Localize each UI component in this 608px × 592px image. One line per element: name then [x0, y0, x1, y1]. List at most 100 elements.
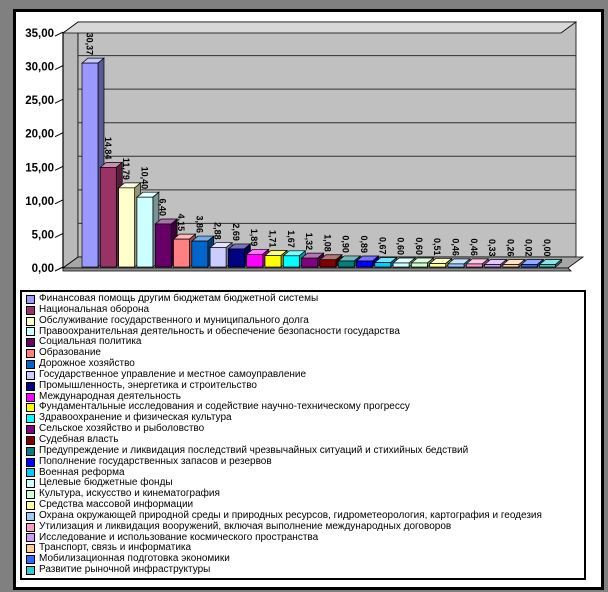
legend-label: Судебная власть: [39, 433, 119, 445]
bar: [502, 264, 520, 268]
legend-label: Правоохранительная деятельность и обеспе…: [39, 325, 400, 337]
bar: [173, 238, 190, 268]
bar: [411, 262, 428, 268]
bar: [356, 260, 373, 268]
legend-label: Международная деятельность: [39, 390, 181, 402]
y-axis-label: 20,00: [25, 129, 54, 141]
legend-swatch: [26, 544, 35, 554]
value-label: 0,00: [542, 239, 552, 257]
legend-label: Образование: [39, 347, 101, 359]
bar: [447, 263, 465, 268]
legend-label: Предупреждение и ликвидация последствий …: [39, 444, 469, 456]
bar-chart-plot[interactable]: 35,00 30,00 25,00 20,00 15,00 10,00 5,00 0,00 30…: [16, 12, 598, 288]
value-label: 0,90: [341, 235, 351, 253]
bar: [539, 264, 556, 268]
bar: [81, 62, 99, 268]
value-label: 6,40: [158, 198, 168, 216]
bar: [520, 264, 538, 268]
legend-label: Финансовая помощь другим бюджетам бюджет…: [39, 293, 319, 304]
value-label: 2,69: [231, 223, 241, 241]
value-label: 0,33: [487, 239, 497, 257]
bar: [301, 257, 318, 268]
legend-item: Пополнение государственных запасов и рез…: [24, 456, 584, 468]
bar: [392, 262, 410, 268]
chart-frame: 35,00 30,00 25,00 20,00 15,00 10,00 5,00 0,00 30…: [13, 9, 604, 590]
back-wall: [77, 21, 577, 258]
legend-item: Транспорт, связь и информатика: [24, 543, 584, 554]
legend-label: Развитие рыночной инфраструктуры: [39, 564, 211, 576]
y-tick: [54, 98, 64, 104]
legend-item: Судебная власть: [24, 433, 584, 446]
bar: [319, 259, 337, 268]
value-label: 4,15: [176, 214, 186, 232]
legend-item: Средства массовой информации: [24, 499, 584, 511]
legend-item: Целевые бюджетные фонды: [24, 477, 584, 489]
bar: [154, 223, 172, 268]
legend-swatch: [26, 435, 35, 445]
bar: [282, 255, 300, 268]
legend-item: Фундаментальные исследования и содействи…: [24, 402, 584, 413]
bar: [191, 240, 209, 268]
legend-swatch: [26, 468, 35, 478]
legend-label: Национальная оборона: [39, 303, 150, 315]
y-axis-label: 35,00: [25, 28, 54, 40]
legend-swatch: [26, 359, 35, 369]
value-label: 10,40: [139, 167, 149, 190]
bar: [429, 263, 447, 268]
legend-label: Обслуживание государственного и муниципа…: [39, 314, 309, 326]
bar: [337, 260, 355, 268]
legend-item: Мобилизационная подготовка экономики: [24, 553, 584, 565]
legend-label: Социальная политика: [39, 336, 142, 348]
legend-item: Международная деятельность: [24, 390, 584, 403]
legend-swatch: [26, 392, 35, 402]
value-label: 0,67: [377, 237, 387, 255]
legend-item: Исследование и использование космическог…: [24, 532, 584, 544]
y-tick: [54, 266, 64, 272]
legend-label: Государственное управление и местное сам…: [39, 368, 307, 380]
legend-swatch: [26, 414, 35, 424]
legend-item: Предупреждение и ликвидация последствий …: [24, 444, 584, 457]
y-tick: [54, 65, 64, 71]
value-label: 14,84: [103, 137, 113, 160]
value-label: 11,79: [121, 158, 131, 180]
y-tick: [54, 165, 64, 171]
legend-label: Военная реформа: [39, 466, 125, 478]
legend-label: Промышленность, энергетика и строительст…: [39, 379, 257, 391]
legend-label: Транспорт, связь и информатика: [39, 542, 192, 554]
value-label: 0,26: [505, 239, 515, 257]
legend-item: Обслуживание государственного и муниципа…: [24, 314, 584, 327]
value-label: 0,60: [414, 237, 424, 255]
value-label: 0,89: [359, 235, 369, 253]
legend-item: Финансовая помощь другим бюджетам бюджет…: [24, 293, 584, 305]
value-label: 0,02: [524, 239, 534, 257]
value-label: 0,60: [396, 237, 406, 255]
legend-item: Сельское хозяйство и рыболовство: [24, 423, 584, 435]
legend-swatch: [26, 425, 35, 435]
value-label: 1,71: [268, 230, 278, 248]
legend-swatch: [26, 327, 35, 337]
y-axis-label: 25,00: [25, 95, 54, 107]
legend-item: Национальная оборона: [24, 303, 584, 316]
legend-swatch: [26, 446, 35, 456]
legend-label: Культура, искусство и кинематография: [39, 488, 220, 500]
legend-item: Промышленность, энергетика и строительст…: [24, 379, 584, 392]
legend-item: Государственное управление и местное сам…: [24, 368, 584, 381]
legend-swatch: [26, 316, 35, 326]
legend-swatch: [26, 490, 35, 500]
wall-top-face: [61, 21, 578, 34]
y-axis-label: 10,00: [25, 196, 54, 208]
chart-legend: Финансовая помощь другим бюджетам бюджет…: [20, 290, 586, 580]
legend-item: Охрана окружающей природной среды и прир…: [24, 510, 584, 522]
bar: [99, 167, 117, 268]
legend-item: Утилизация и ликвидация вооружений, вклю…: [24, 520, 584, 533]
bar: [264, 255, 282, 268]
legend-label: Утилизация и ликвидация вооружений, вклю…: [39, 520, 452, 532]
y-tick: [54, 132, 64, 138]
value-label: 1,67: [286, 230, 296, 248]
bar: [136, 196, 154, 268]
legend-item: Дорожное хозяйство: [24, 358, 584, 370]
y-axis-label: 5,00: [32, 229, 54, 241]
legend-swatch: [26, 338, 35, 348]
y-axis-label: 0,00: [32, 263, 54, 275]
legend-swatch: [26, 566, 35, 576]
